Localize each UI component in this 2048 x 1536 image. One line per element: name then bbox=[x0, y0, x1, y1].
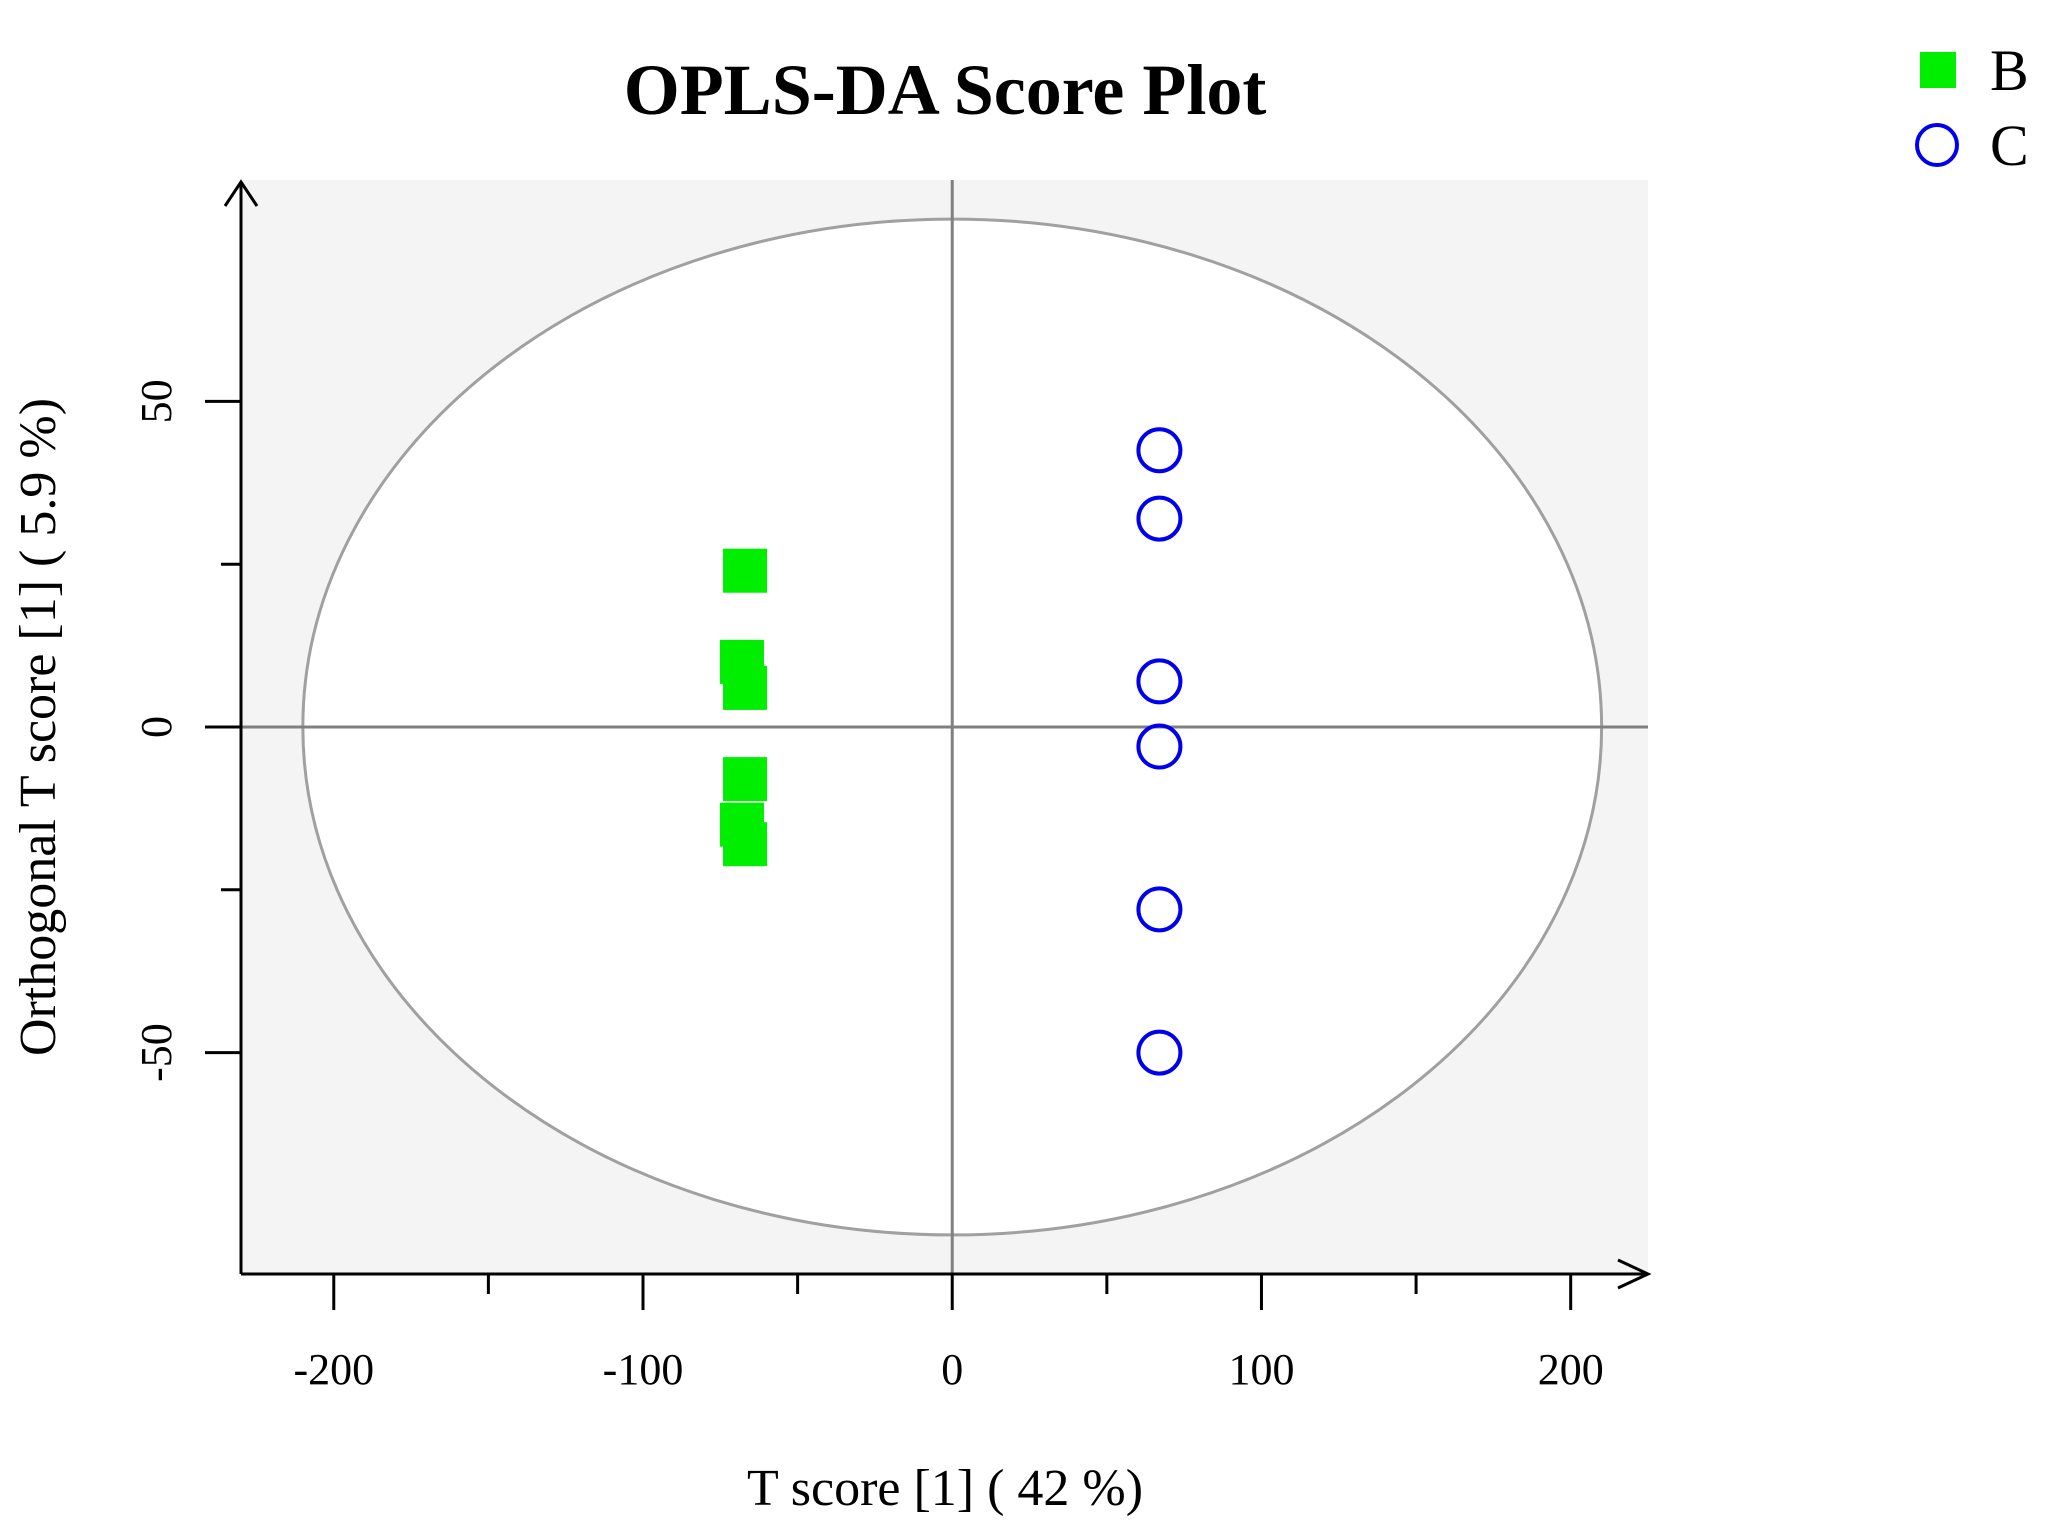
y-axis-arrowhead bbox=[223, 179, 259, 207]
chart-title: OPLS-DA Score Plot bbox=[624, 50, 1267, 130]
x-axis-title: T score [1] ( 42 %) bbox=[747, 1460, 1143, 1517]
x-tick-label: 100 bbox=[1228, 1345, 1294, 1394]
legend-marker-b bbox=[1920, 52, 1956, 88]
point-c bbox=[1136, 723, 1183, 770]
point-c bbox=[1136, 658, 1183, 705]
x-tick-label: 200 bbox=[1538, 1345, 1604, 1394]
x-tick-label: -100 bbox=[603, 1345, 684, 1394]
point-b bbox=[723, 822, 768, 867]
point-c bbox=[1136, 427, 1183, 474]
y-axis-title: Orthogonal T score [1] ( 5.9 %) bbox=[10, 398, 67, 1056]
data-points bbox=[719, 427, 1183, 1076]
point-b bbox=[723, 665, 768, 710]
point-b bbox=[723, 548, 768, 593]
point-c bbox=[1136, 1029, 1183, 1076]
legend: B C bbox=[1915, 38, 2029, 178]
legend-label-b: B bbox=[1990, 38, 2029, 103]
x-ticks: -200 -100 0 100 200 bbox=[293, 1274, 1604, 1394]
legend-label-c: C bbox=[1990, 113, 2029, 178]
legend-marker-c bbox=[1915, 123, 1959, 167]
y-tick-label: 0 bbox=[132, 716, 181, 738]
point-b bbox=[723, 757, 768, 802]
x-tick-label: -200 bbox=[293, 1345, 374, 1394]
y-tick-label: -50 bbox=[132, 1023, 181, 1082]
x-axis-arrowhead bbox=[1617, 1258, 1652, 1290]
y-tick-label: 50 bbox=[132, 379, 181, 423]
y-ticks: -50 0 50 bbox=[132, 379, 241, 1082]
point-c bbox=[1136, 495, 1183, 542]
x-axis bbox=[241, 1258, 1652, 1290]
x-tick-label: 0 bbox=[941, 1345, 963, 1394]
point-c bbox=[1136, 886, 1183, 933]
